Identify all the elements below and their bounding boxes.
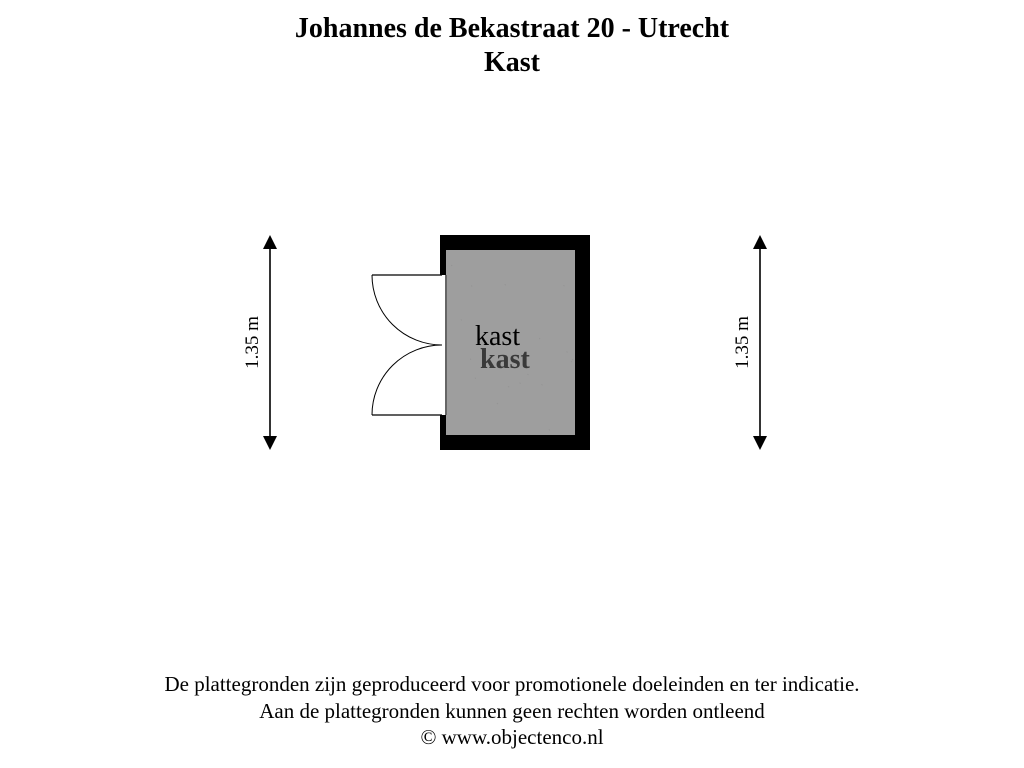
floorplan-svg: kastkast1.35 m1.35 m: [0, 0, 1024, 768]
dimension-label: 1.35 m: [242, 316, 263, 369]
dimension-label: 1.35 m: [732, 316, 753, 369]
footer: De plattegronden zijn geproduceerd voor …: [0, 671, 1024, 750]
door-arc-bottom: [372, 345, 442, 415]
room-label-bottom: kast: [480, 344, 530, 375]
footer-line-1: De plattegronden zijn geproduceerd voor …: [0, 671, 1024, 697]
footer-line-3: © www.objectenco.nl: [0, 724, 1024, 750]
door-arc-top: [372, 275, 442, 345]
footer-line-2: Aan de plattegronden kunnen geen rechten…: [0, 698, 1024, 724]
